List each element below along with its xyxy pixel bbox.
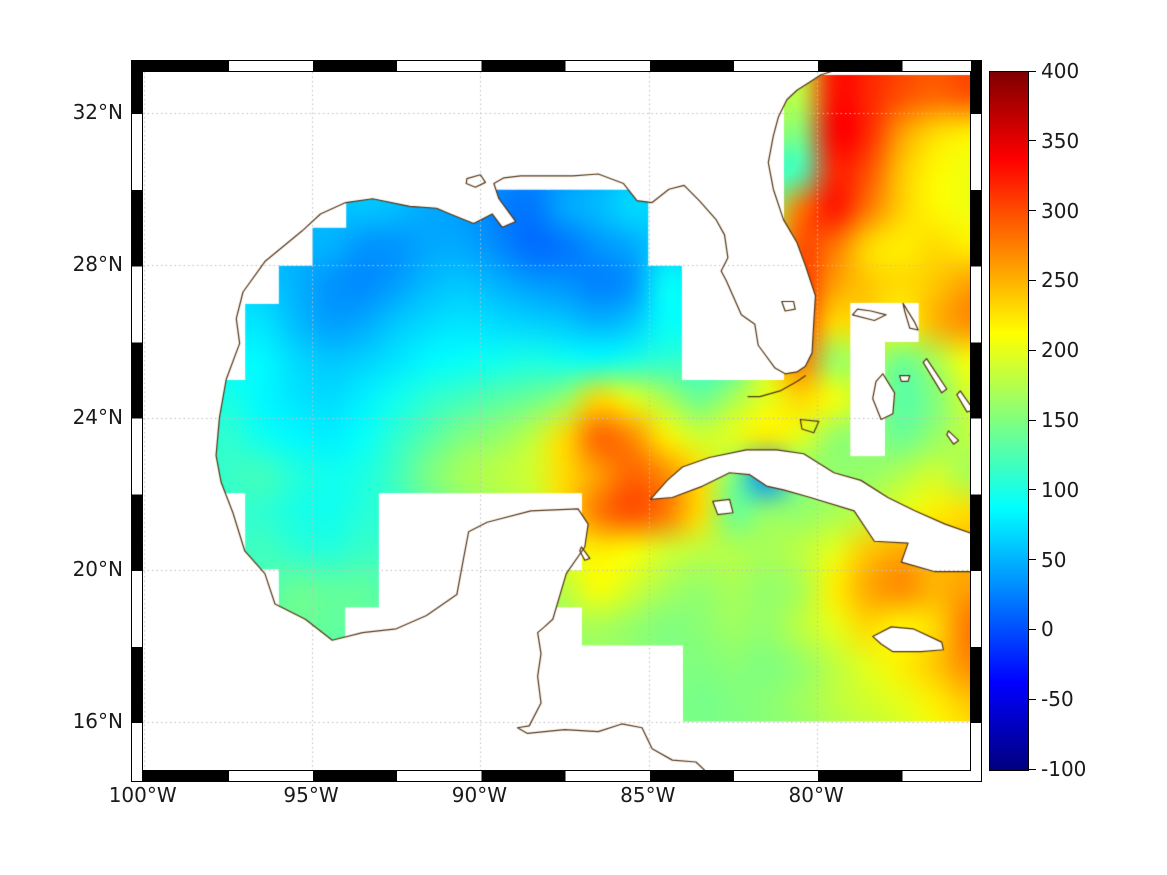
colorbar-tick-label: -50 — [1041, 687, 1074, 712]
colorbar-tick-mark — [1029, 489, 1036, 491]
colorbar-tick-label: 400 — [1041, 59, 1080, 83]
colorbar-tick-mark — [1029, 768, 1036, 770]
colorbar-tick-label: 0 — [1041, 617, 1054, 642]
plot-frame-right-stripe — [971, 60, 982, 782]
y-tick-label: 28°N — [72, 252, 123, 277]
colorbar-tick-label: 100 — [1041, 477, 1080, 502]
y-tick-label: 32°N — [72, 100, 123, 125]
plot-frame-bottom-stripe — [131, 771, 982, 782]
x-tick-label: 100°W — [108, 783, 177, 807]
colorbar-tick-label: 200 — [1041, 338, 1080, 363]
plot-frame-left-stripe — [131, 60, 142, 782]
plot-frame-top-stripe — [131, 60, 982, 71]
y-tick-label: 24°N — [72, 404, 123, 429]
colorbar-tick-mark — [1029, 349, 1036, 351]
colorbar-tick-label: -100 — [1041, 757, 1087, 781]
colorbar-tick-mark — [1029, 210, 1036, 212]
colorbar-tick-mark — [1029, 559, 1036, 561]
colorbar-tick-label: 300 — [1041, 198, 1080, 223]
colorbar-tick-mark — [1029, 140, 1036, 142]
x-tick-label: 90°W — [451, 783, 508, 807]
map-plot-area — [142, 71, 971, 771]
colorbar-tick-mark — [1029, 419, 1036, 421]
colorbar-gradient — [990, 72, 1028, 770]
colorbar-tick-label: 150 — [1041, 408, 1080, 432]
x-tick-label: 95°W — [283, 783, 339, 807]
colorbar-tick-mark — [1029, 698, 1036, 700]
colorbar-tick-label: 50 — [1041, 547, 1067, 572]
x-tick-label: 85°W — [620, 783, 676, 807]
colorbar-tick-mark — [1029, 279, 1036, 281]
colorbar-tick-label: 350 — [1041, 128, 1080, 153]
colorbar-tick-mark — [1029, 70, 1036, 72]
x-tick-label: 80°W — [788, 783, 844, 807]
y-tick-label: 20°N — [72, 556, 123, 581]
map-canvas — [143, 72, 970, 770]
colorbar — [989, 71, 1029, 771]
colorbar-tick-label: 250 — [1041, 268, 1080, 293]
colorbar-tick-mark — [1029, 628, 1036, 630]
y-tick-label: 16°N — [72, 709, 123, 734]
